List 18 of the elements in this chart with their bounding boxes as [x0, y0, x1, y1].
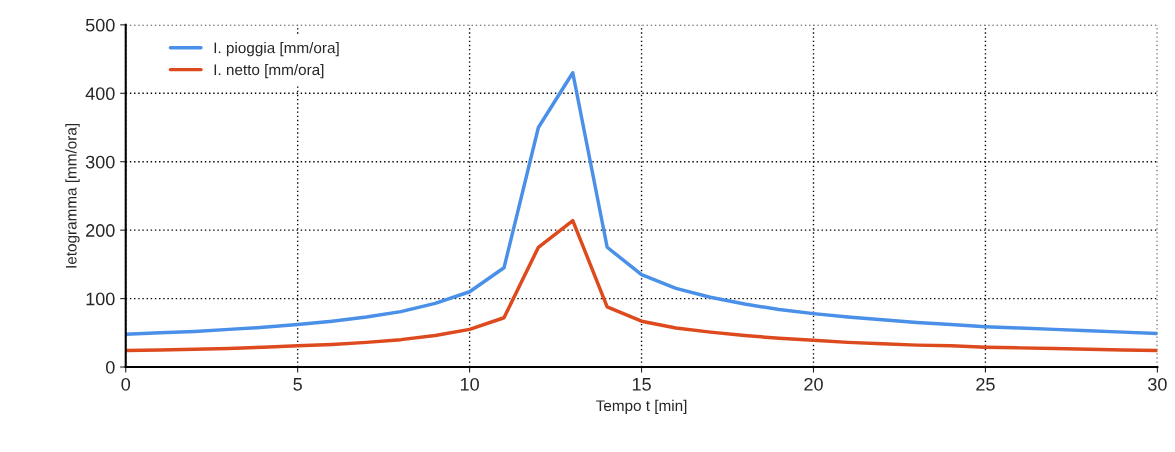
legend-label: I. netto [mm/ora]	[214, 63, 324, 79]
x-tick-label: 5	[293, 378, 302, 391]
y-tick-label: 100	[86, 292, 115, 306]
y-tick-label: 500	[85, 18, 115, 32]
legend-label: I. pioggia [mm/ora]	[214, 42, 339, 57]
y-axis-title: Ietogramma [mm/ora]	[65, 124, 80, 268]
x-tick-label: 25	[976, 377, 995, 391]
x-tick-label: 0	[121, 377, 131, 391]
x-axis-title: Tempo t [min]	[596, 399, 687, 415]
y-tick-label: 200	[86, 224, 115, 237]
y-tick-label: 0	[105, 360, 115, 374]
x-tick-label: 15	[632, 378, 651, 391]
x-tick-label: 30	[1148, 377, 1167, 391]
x-tick-label: 10	[460, 377, 479, 391]
x-tick-label: 20	[804, 377, 823, 391]
y-tick-label: 300	[85, 155, 115, 169]
line-series	[125, 218, 1158, 353]
y-tick-label: 400	[85, 87, 115, 101]
